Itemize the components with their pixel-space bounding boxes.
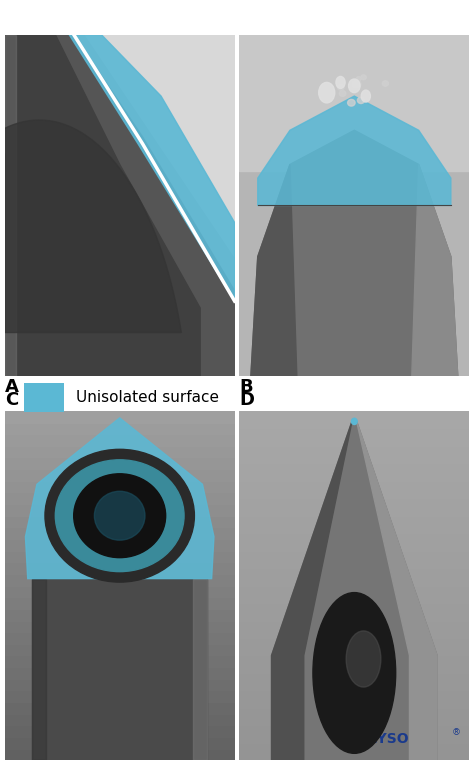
- Text: Unisolated surface: Unisolated surface: [76, 390, 219, 405]
- Ellipse shape: [346, 631, 381, 687]
- Polygon shape: [26, 418, 214, 578]
- Polygon shape: [5, 35, 200, 376]
- Polygon shape: [258, 96, 451, 205]
- Polygon shape: [5, 469, 235, 481]
- Text: D: D: [239, 392, 255, 409]
- Polygon shape: [251, 164, 297, 376]
- FancyBboxPatch shape: [24, 382, 64, 412]
- Polygon shape: [251, 131, 458, 376]
- Ellipse shape: [94, 492, 145, 540]
- Polygon shape: [5, 667, 235, 679]
- Polygon shape: [5, 35, 16, 376]
- Polygon shape: [5, 656, 235, 667]
- Polygon shape: [5, 422, 235, 434]
- Text: B: B: [239, 378, 253, 396]
- Polygon shape: [272, 422, 437, 760]
- Polygon shape: [239, 708, 469, 725]
- Polygon shape: [5, 504, 235, 516]
- Ellipse shape: [337, 84, 344, 90]
- Ellipse shape: [361, 74, 366, 80]
- Polygon shape: [32, 578, 207, 760]
- Polygon shape: [239, 725, 469, 743]
- Polygon shape: [239, 498, 469, 516]
- Ellipse shape: [336, 77, 345, 88]
- Ellipse shape: [313, 593, 396, 753]
- Polygon shape: [5, 632, 235, 644]
- Polygon shape: [239, 568, 469, 585]
- Polygon shape: [412, 164, 458, 376]
- Polygon shape: [239, 690, 469, 708]
- Polygon shape: [193, 578, 207, 760]
- Polygon shape: [239, 656, 469, 673]
- Polygon shape: [5, 749, 235, 760]
- Polygon shape: [239, 481, 469, 498]
- Polygon shape: [85, 35, 235, 257]
- Polygon shape: [69, 35, 235, 301]
- Polygon shape: [5, 551, 235, 562]
- Polygon shape: [5, 492, 235, 504]
- Ellipse shape: [319, 82, 335, 103]
- Ellipse shape: [352, 80, 361, 88]
- Polygon shape: [5, 562, 235, 574]
- Polygon shape: [5, 434, 235, 445]
- Polygon shape: [0, 120, 182, 333]
- Ellipse shape: [356, 77, 361, 81]
- Polygon shape: [239, 411, 469, 429]
- Ellipse shape: [45, 449, 194, 582]
- Polygon shape: [5, 644, 235, 656]
- Ellipse shape: [351, 419, 357, 425]
- Polygon shape: [239, 445, 469, 463]
- Polygon shape: [272, 422, 352, 760]
- Ellipse shape: [361, 90, 370, 102]
- Polygon shape: [5, 621, 235, 632]
- Polygon shape: [5, 411, 235, 422]
- Polygon shape: [239, 743, 469, 760]
- Polygon shape: [239, 35, 469, 171]
- Text: NYSORA: NYSORA: [366, 733, 431, 746]
- Text: A: A: [5, 378, 18, 396]
- Polygon shape: [239, 551, 469, 568]
- Text: ®: ®: [452, 729, 461, 737]
- Polygon shape: [5, 585, 235, 598]
- Ellipse shape: [348, 79, 360, 93]
- Ellipse shape: [339, 91, 346, 96]
- Polygon shape: [5, 445, 235, 458]
- Polygon shape: [5, 481, 235, 492]
- Polygon shape: [5, 35, 235, 376]
- Polygon shape: [5, 458, 235, 469]
- Polygon shape: [5, 702, 235, 713]
- Polygon shape: [5, 679, 235, 690]
- Polygon shape: [5, 528, 235, 539]
- Polygon shape: [5, 516, 235, 528]
- Ellipse shape: [357, 97, 365, 104]
- Polygon shape: [239, 603, 469, 621]
- Ellipse shape: [383, 81, 389, 86]
- Polygon shape: [5, 725, 235, 737]
- Polygon shape: [239, 533, 469, 551]
- Polygon shape: [239, 621, 469, 638]
- Polygon shape: [356, 422, 437, 760]
- Ellipse shape: [55, 460, 184, 571]
- Polygon shape: [239, 463, 469, 481]
- Polygon shape: [32, 578, 46, 760]
- Polygon shape: [239, 35, 469, 376]
- Polygon shape: [239, 673, 469, 690]
- Polygon shape: [5, 609, 235, 621]
- Ellipse shape: [73, 474, 165, 558]
- Polygon shape: [5, 690, 235, 702]
- Polygon shape: [5, 574, 235, 585]
- Polygon shape: [239, 585, 469, 603]
- Polygon shape: [239, 638, 469, 656]
- Polygon shape: [5, 598, 235, 609]
- Polygon shape: [239, 429, 469, 445]
- Text: C: C: [5, 392, 18, 409]
- Polygon shape: [5, 713, 235, 725]
- Polygon shape: [5, 539, 235, 551]
- Polygon shape: [5, 35, 235, 376]
- Polygon shape: [5, 737, 235, 749]
- Polygon shape: [239, 516, 469, 533]
- Ellipse shape: [347, 99, 355, 106]
